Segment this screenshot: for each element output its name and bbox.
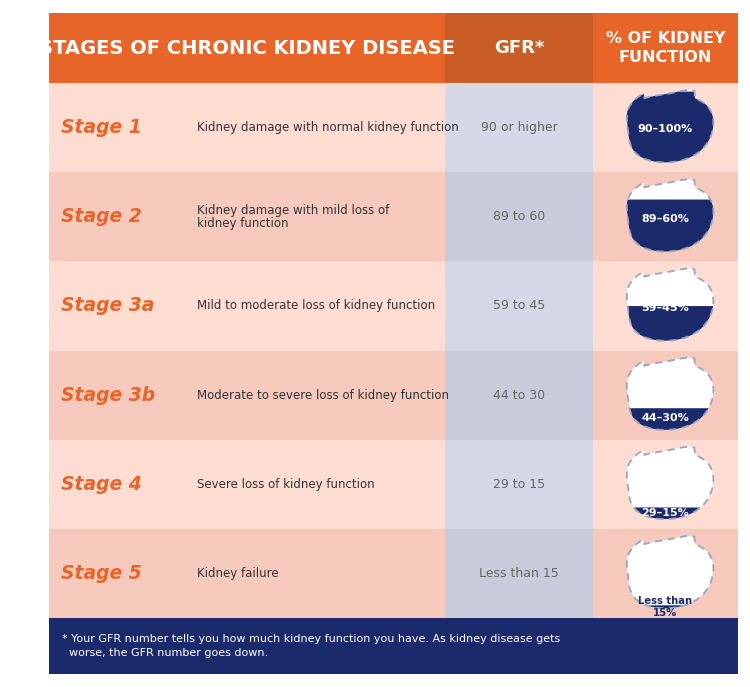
Text: Kidney failure: Kidney failure (197, 567, 279, 580)
Text: Stage 4: Stage 4 (62, 475, 142, 494)
Polygon shape (627, 91, 713, 162)
Text: 59–45%: 59–45% (641, 303, 689, 313)
Text: Stage 2: Stage 2 (62, 207, 142, 226)
Text: Mild to moderate loss of kidney function: Mild to moderate loss of kidney function (197, 300, 436, 313)
Text: Less than 15: Less than 15 (479, 567, 559, 580)
FancyBboxPatch shape (445, 172, 593, 261)
Polygon shape (627, 447, 713, 519)
Text: Stage 1: Stage 1 (62, 118, 142, 137)
Text: 44 to 30: 44 to 30 (493, 389, 545, 402)
FancyBboxPatch shape (445, 350, 593, 440)
Text: 90 or higher: 90 or higher (481, 121, 557, 134)
Polygon shape (629, 408, 709, 430)
FancyBboxPatch shape (49, 350, 445, 440)
Text: 59 to 45: 59 to 45 (493, 300, 545, 313)
FancyBboxPatch shape (593, 440, 738, 529)
Text: % OF KIDNEY
FUNCTION: % OF KIDNEY FUNCTION (605, 31, 725, 65)
Polygon shape (627, 536, 713, 608)
FancyBboxPatch shape (49, 440, 445, 529)
Polygon shape (634, 508, 700, 519)
FancyBboxPatch shape (593, 529, 738, 618)
Polygon shape (627, 90, 713, 162)
Polygon shape (627, 179, 713, 251)
FancyBboxPatch shape (49, 618, 738, 674)
FancyBboxPatch shape (445, 440, 593, 529)
Text: GFR*: GFR* (494, 39, 544, 57)
Text: Moderate to severe loss of kidney function: Moderate to severe loss of kidney functi… (197, 389, 449, 402)
Text: Stage 5: Stage 5 (62, 564, 142, 583)
Polygon shape (627, 199, 713, 251)
Text: Kidney damage with normal kidney function: Kidney damage with normal kidney functio… (197, 121, 459, 134)
FancyBboxPatch shape (445, 529, 593, 618)
FancyBboxPatch shape (445, 13, 593, 83)
Text: 89–60%: 89–60% (641, 214, 689, 223)
Text: 90–100%: 90–100% (638, 124, 693, 135)
Text: 29 to 15: 29 to 15 (493, 477, 545, 491)
Polygon shape (627, 269, 713, 341)
FancyBboxPatch shape (593, 83, 738, 172)
FancyBboxPatch shape (49, 261, 445, 350)
Text: Stage 3b: Stage 3b (62, 385, 155, 405)
FancyBboxPatch shape (593, 261, 738, 350)
FancyBboxPatch shape (49, 529, 445, 618)
Text: Severe loss of kidney function: Severe loss of kidney function (197, 477, 375, 491)
Text: kidney function: kidney function (197, 217, 289, 230)
FancyBboxPatch shape (49, 13, 738, 83)
Text: 89 to 60: 89 to 60 (493, 210, 545, 223)
Text: Kidney damage with mild loss of: Kidney damage with mild loss of (197, 203, 390, 216)
Text: 44–30%: 44–30% (641, 413, 689, 423)
FancyBboxPatch shape (445, 261, 593, 350)
Text: Stage 3a: Stage 3a (62, 296, 154, 315)
Text: Less than
15%: Less than 15% (638, 596, 692, 618)
FancyBboxPatch shape (49, 172, 445, 261)
Polygon shape (627, 358, 713, 430)
Text: * Your GFR number tells you how much kidney function you have. As kidney disease: * Your GFR number tells you how much kid… (62, 633, 560, 658)
Text: STAGES OF CHRONIC KIDNEY DISEASE: STAGES OF CHRONIC KIDNEY DISEASE (39, 38, 455, 58)
Polygon shape (646, 605, 685, 608)
FancyBboxPatch shape (445, 83, 593, 172)
Polygon shape (628, 306, 713, 341)
FancyBboxPatch shape (593, 172, 738, 261)
FancyBboxPatch shape (593, 350, 738, 440)
Text: 29–15%: 29–15% (641, 508, 689, 518)
FancyBboxPatch shape (49, 83, 445, 172)
